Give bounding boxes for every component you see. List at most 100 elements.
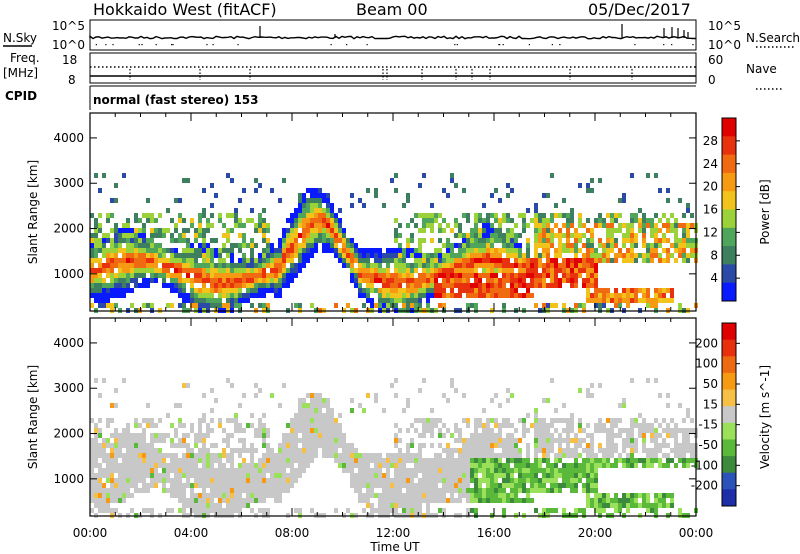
velocity-cell — [526, 443, 530, 448]
power-cell — [266, 283, 270, 288]
power-cell — [450, 278, 454, 283]
velocity-cell — [98, 498, 102, 503]
power-cell — [90, 233, 94, 238]
velocity-cell — [534, 443, 538, 448]
power-cell — [274, 258, 278, 263]
velocity-cell — [550, 473, 554, 478]
power-cell — [178, 288, 182, 293]
power-cell — [190, 223, 194, 228]
power-cell — [386, 283, 390, 288]
velocity-cell — [658, 498, 662, 503]
power-cell — [210, 303, 214, 308]
velocity-cell — [402, 408, 406, 413]
velocity-cell — [130, 433, 134, 438]
power-cell — [282, 228, 286, 233]
velocity-cell — [282, 453, 286, 458]
velocity-cell — [182, 383, 186, 388]
velocity-cell — [598, 443, 602, 448]
velocity-cell — [506, 463, 510, 468]
velocity-cell — [326, 423, 330, 428]
power-cell — [270, 243, 274, 248]
power-cell — [510, 218, 514, 223]
power-cell — [486, 258, 490, 263]
power-cell — [554, 253, 558, 258]
power-cell — [486, 278, 490, 283]
velocity-cell — [114, 483, 118, 488]
velocity-cell — [134, 438, 138, 443]
power-cell — [434, 258, 438, 263]
power-cell — [174, 228, 178, 233]
power-cell — [542, 278, 546, 283]
velocity-cell — [250, 473, 254, 478]
velocity-cell — [630, 378, 634, 383]
velocity-cell — [350, 398, 354, 403]
nsky-label: N.Sky — [3, 31, 37, 45]
power-cell — [210, 293, 214, 298]
power-cell — [222, 258, 226, 263]
power-cell — [98, 278, 102, 283]
power-cell — [238, 223, 242, 228]
power-cell — [238, 258, 242, 263]
velocity-cell — [162, 438, 166, 443]
velocity-cell — [110, 488, 114, 493]
velocity-cell — [90, 448, 94, 453]
power-cell — [570, 223, 574, 228]
power-cell — [554, 248, 558, 253]
velocity-cell — [642, 433, 646, 438]
velocity-cell — [522, 483, 526, 488]
velocity-cell — [314, 443, 318, 448]
power-cell — [382, 258, 386, 263]
power-cell — [670, 288, 674, 293]
velocity-cell — [214, 453, 218, 458]
velocity-cell — [246, 448, 250, 453]
power-cell — [514, 243, 518, 248]
power-cell — [286, 283, 290, 288]
power-cell — [194, 293, 198, 298]
y-tick-label: 4000 — [53, 131, 84, 145]
power-cell — [122, 248, 126, 253]
power-cell — [254, 268, 258, 273]
velocity-cell — [450, 458, 454, 463]
velocity-cell — [150, 438, 154, 443]
velocity-cell — [154, 468, 158, 473]
power-cell — [686, 208, 690, 213]
power-cell — [510, 243, 514, 248]
power-cell — [570, 268, 574, 273]
velocity-cell — [266, 443, 270, 448]
power-cell — [222, 243, 226, 248]
velocity-cell — [174, 463, 178, 468]
power-cell — [550, 278, 554, 283]
power-cell — [226, 253, 230, 258]
power-cell — [418, 228, 422, 233]
power-cell — [506, 183, 510, 188]
velocity-cell — [470, 478, 474, 483]
power-cell — [610, 258, 614, 263]
power-cell — [434, 213, 438, 218]
velocity-cell — [334, 508, 338, 513]
power-cell — [506, 218, 510, 223]
power-cell — [262, 258, 266, 263]
velocity-cell — [446, 498, 450, 503]
velocity-cell — [686, 433, 690, 438]
velocity-cell — [534, 478, 538, 483]
power-cell — [210, 258, 214, 263]
power-cell — [262, 273, 266, 278]
power-cell — [606, 223, 610, 228]
velocity-cell — [502, 448, 506, 453]
velocity-cell — [106, 498, 110, 503]
velocity-cell — [406, 488, 410, 493]
power-cell — [194, 263, 198, 268]
power-cell — [450, 243, 454, 248]
velocity-cell — [106, 493, 110, 498]
velocity-cell — [570, 468, 574, 473]
velocity-cell — [306, 393, 310, 398]
velocity-cell — [206, 493, 210, 498]
velocity-cell — [494, 473, 498, 478]
power-cell — [614, 303, 618, 308]
power-cell — [434, 273, 438, 278]
velocity-cell — [114, 493, 118, 498]
velocity-cell — [178, 458, 182, 463]
velocity-cell — [310, 453, 314, 458]
velocity-cell — [266, 453, 270, 458]
power-cell — [330, 208, 334, 213]
